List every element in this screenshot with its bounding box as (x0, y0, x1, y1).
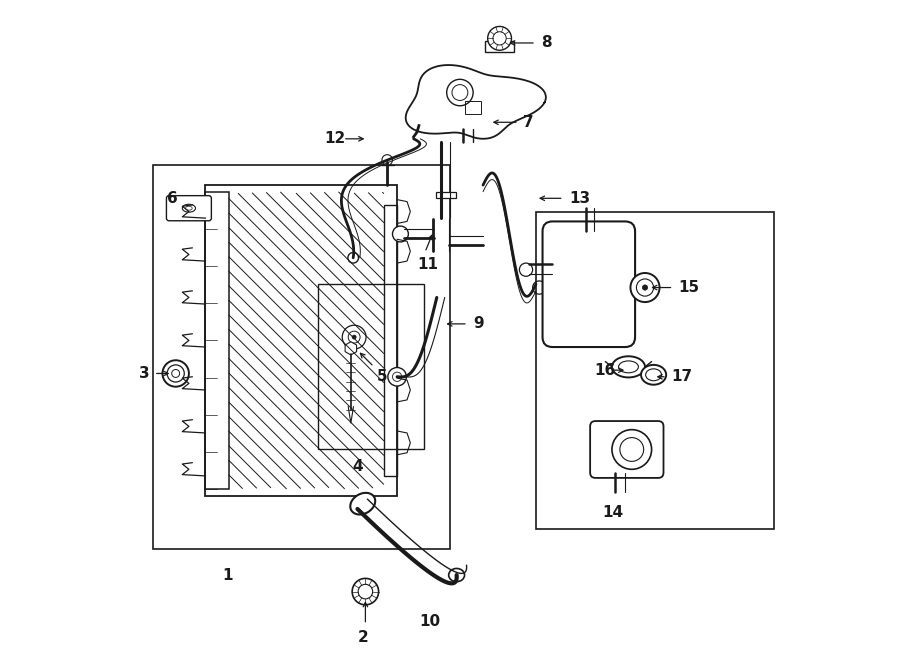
Ellipse shape (183, 204, 195, 212)
Bar (384, 205, 397, 476)
Text: 11: 11 (417, 257, 438, 272)
Circle shape (446, 79, 473, 106)
Circle shape (348, 253, 358, 263)
Text: 4: 4 (352, 459, 363, 473)
Text: 15: 15 (678, 280, 699, 295)
FancyBboxPatch shape (543, 221, 635, 347)
Text: 6: 6 (167, 191, 178, 206)
Circle shape (388, 368, 407, 386)
Circle shape (636, 279, 653, 296)
Circle shape (533, 281, 545, 294)
Text: 10: 10 (418, 614, 440, 629)
Ellipse shape (645, 369, 662, 381)
Circle shape (631, 273, 660, 302)
Bar (205, 185, 397, 496)
Circle shape (519, 263, 533, 276)
Circle shape (643, 285, 648, 290)
Bar (536, 212, 774, 529)
Circle shape (612, 430, 652, 469)
Text: 14: 14 (602, 505, 623, 520)
Circle shape (352, 578, 379, 605)
Text: 16: 16 (594, 363, 616, 377)
FancyBboxPatch shape (590, 421, 663, 478)
Ellipse shape (612, 356, 645, 377)
Text: 12: 12 (324, 132, 346, 146)
Circle shape (493, 32, 506, 45)
Bar (318, 284, 424, 449)
Circle shape (167, 365, 184, 382)
Circle shape (392, 226, 409, 242)
Text: 5: 5 (377, 369, 388, 384)
Bar (485, 41, 514, 52)
Text: 9: 9 (473, 317, 484, 331)
Circle shape (348, 331, 360, 343)
FancyBboxPatch shape (166, 196, 212, 221)
Circle shape (382, 155, 392, 165)
Ellipse shape (618, 361, 638, 373)
Circle shape (358, 584, 373, 599)
Ellipse shape (350, 493, 375, 514)
Bar (153, 165, 450, 549)
Circle shape (352, 335, 356, 339)
Text: 1: 1 (222, 568, 232, 582)
Ellipse shape (185, 206, 193, 210)
Circle shape (620, 438, 643, 461)
Circle shape (163, 360, 189, 387)
Circle shape (342, 325, 366, 349)
Ellipse shape (449, 568, 464, 582)
Text: 17: 17 (671, 369, 693, 384)
Circle shape (172, 369, 180, 377)
Circle shape (488, 26, 511, 50)
Text: 8: 8 (541, 36, 552, 50)
Text: 13: 13 (569, 191, 590, 206)
Bar (436, 192, 456, 198)
Text: 7: 7 (523, 115, 534, 130)
Bar (464, 101, 482, 114)
Polygon shape (406, 65, 546, 139)
Text: 2: 2 (357, 631, 368, 645)
Text: 3: 3 (140, 366, 150, 381)
Circle shape (392, 372, 401, 381)
Ellipse shape (641, 365, 666, 385)
Circle shape (452, 85, 468, 100)
Bar (205, 192, 229, 489)
